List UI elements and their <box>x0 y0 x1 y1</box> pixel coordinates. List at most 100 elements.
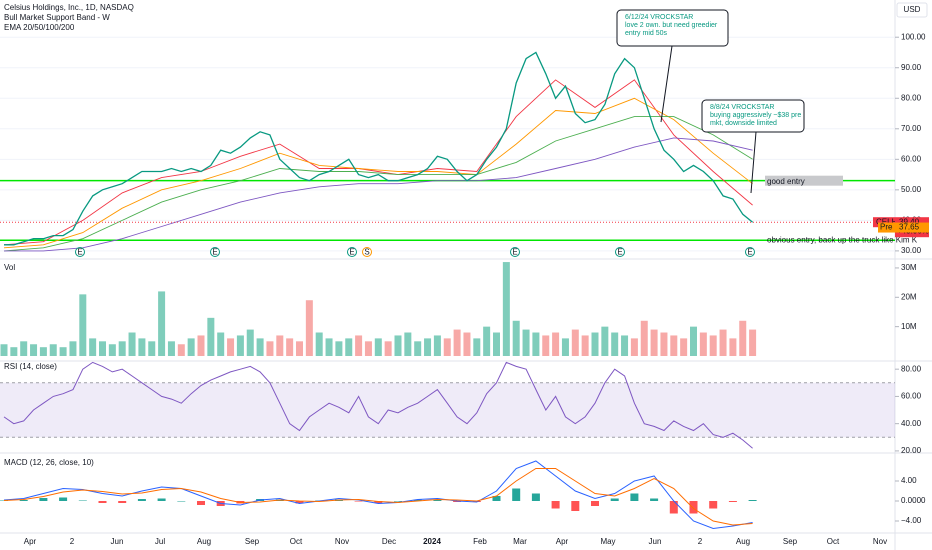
volume-bar <box>236 335 244 356</box>
volume-bar <box>10 347 18 356</box>
event-label[interactable]: E <box>212 248 217 257</box>
indicator-name: Bull Market Support Band - W <box>4 13 110 22</box>
pane-title: MACD (12, 26, close, 10) <box>4 458 94 467</box>
price-tag <box>895 222 929 233</box>
event-marker[interactable] <box>347 247 357 257</box>
macd-histogram-bar <box>78 500 87 501</box>
volume-bar <box>187 338 195 356</box>
volume-bar <box>315 332 323 356</box>
volume-bar <box>581 335 589 356</box>
event-label[interactable]: E <box>512 248 517 257</box>
y-tick-label: 4.00 <box>901 476 917 485</box>
line-label: good entry <box>767 177 805 186</box>
volume-bar <box>20 341 28 356</box>
macd-histogram-bar <box>39 498 48 501</box>
macd-histogram-bar <box>591 501 599 506</box>
macd-histogram-bar <box>157 498 166 501</box>
volume-bar <box>138 338 146 356</box>
macd-histogram-bar <box>413 499 422 501</box>
volume-bar <box>414 341 422 356</box>
volume-bar <box>591 332 599 356</box>
volume-bar <box>621 335 629 356</box>
annotation-arrow <box>660 45 673 123</box>
macd-histogram-bar <box>177 501 186 502</box>
volume-bar <box>177 344 185 356</box>
x-tick-label: 2024 <box>423 537 441 546</box>
y-tick-label: 70.00 <box>901 124 922 133</box>
y-tick-label: 30M <box>901 263 917 272</box>
macd-histogram-bar <box>433 500 442 501</box>
volume-bar <box>552 332 560 356</box>
macd-histogram-bar <box>59 497 68 501</box>
event-marker[interactable] <box>362 247 372 257</box>
label-box <box>765 175 843 186</box>
annotation-text: 8/8/24 VROCKSTAR <box>710 104 774 111</box>
volume-bar <box>79 294 87 356</box>
volume-bar <box>0 344 8 356</box>
volume-bar <box>345 338 353 356</box>
annotation-arrow <box>750 131 757 194</box>
event-marker[interactable] <box>75 247 85 257</box>
price-tag-name: CELH <box>876 217 898 226</box>
ema-line <box>3 116 753 252</box>
volume-bar <box>404 332 412 356</box>
volume-bar <box>433 335 441 356</box>
x-tick-label: May <box>600 537 615 546</box>
volume-bar <box>463 332 471 356</box>
event-label[interactable]: E <box>617 248 622 257</box>
y-tick-label: 100.00 <box>901 32 926 41</box>
x-tick-label: Nov <box>335 537 349 546</box>
event-marker[interactable] <box>210 247 220 257</box>
event-label[interactable]: E <box>349 248 354 257</box>
volume-bar <box>709 335 717 356</box>
macd-histogram-bar <box>354 501 363 502</box>
volume-bar <box>630 338 638 356</box>
event-marker[interactable] <box>745 247 755 257</box>
indicator-name: EMA 20/50/100/200 <box>4 23 75 32</box>
x-tick-label: Sep <box>783 537 798 546</box>
y-tick-label: 80.00 <box>901 364 922 373</box>
ema-line <box>3 97 753 249</box>
line-label: obvious entry, back up the truck like Ki… <box>767 235 918 244</box>
event-marker[interactable] <box>510 247 520 257</box>
volume-bar <box>296 341 303 356</box>
macd-histogram-bar <box>610 498 619 501</box>
ema-line <box>4 137 753 252</box>
price-tag-value: 37.65 <box>899 223 920 232</box>
volume-bar <box>197 335 205 356</box>
event-label[interactable]: E <box>747 248 752 257</box>
volume-bar <box>532 332 540 356</box>
pane-title: Vol <box>4 263 15 272</box>
y-tick-label: 10M <box>901 322 917 331</box>
macd-histogram-bar <box>531 493 540 501</box>
volume-bar <box>660 332 668 356</box>
y-tick-label: 80.00 <box>901 93 922 102</box>
currency-box[interactable] <box>896 2 928 18</box>
macd-histogram-bar <box>571 501 580 511</box>
macd-histogram-bar <box>650 498 659 501</box>
volume-bar <box>699 332 707 356</box>
volume-bar <box>266 341 274 356</box>
event-label[interactable]: S <box>364 248 369 257</box>
volume-bar <box>640 320 648 356</box>
event-marker[interactable] <box>615 247 625 257</box>
x-tick-label: Apr <box>556 537 569 546</box>
volume-bar <box>443 338 451 356</box>
macd-line <box>3 460 753 530</box>
macd-histogram-bar <box>118 501 127 503</box>
volume-bar <box>227 338 235 356</box>
volume-bar <box>571 329 579 356</box>
currency[interactable]: USD <box>904 5 921 14</box>
volume-bar <box>670 335 678 356</box>
volume-bar <box>512 320 520 356</box>
volume-bar <box>276 335 284 356</box>
x-tick-label: Feb <box>473 537 487 546</box>
volume-bar <box>749 329 757 356</box>
volume-bar <box>128 332 136 356</box>
volume-bar <box>30 344 38 356</box>
volume-bar <box>680 338 688 356</box>
volume-bar <box>611 332 619 356</box>
y-tick-label: 20M <box>901 292 917 301</box>
x-tick-label: Mar <box>513 537 527 546</box>
event-label[interactable]: E <box>77 248 82 257</box>
